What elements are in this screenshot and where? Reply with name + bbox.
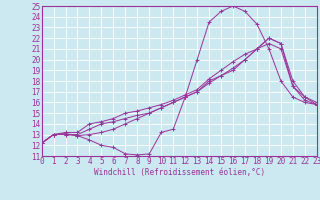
X-axis label: Windchill (Refroidissement éolien,°C): Windchill (Refroidissement éolien,°C) (94, 168, 265, 177)
